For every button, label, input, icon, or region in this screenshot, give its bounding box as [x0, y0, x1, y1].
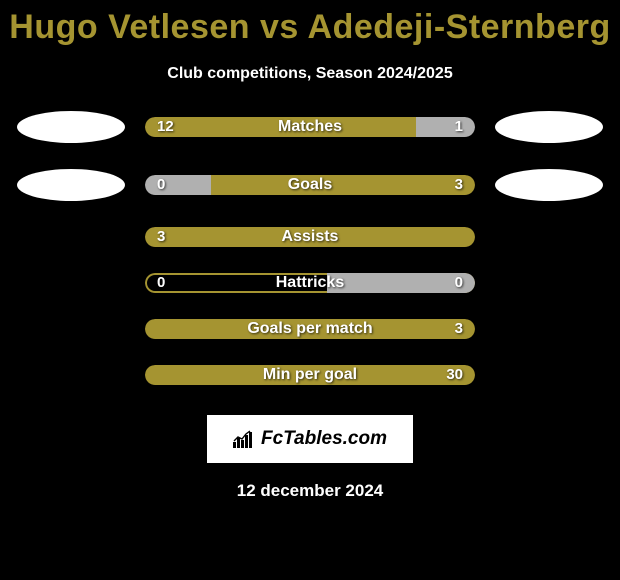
stat-value-right: 30: [446, 365, 463, 385]
stat-value-right: 0: [455, 273, 463, 293]
stat-bar: Matches121: [145, 117, 475, 137]
bar-grey-half: [327, 273, 476, 293]
player-left-name: Hugo Vetlesen: [9, 8, 250, 46]
stats-container: Matches121Goals03Assists3Hattricks00Goal…: [0, 111, 620, 385]
stat-value-left: 0: [157, 175, 165, 195]
stat-value-left: 12: [157, 117, 174, 137]
stat-row: Hattricks00: [0, 273, 620, 293]
watermark-text: FcTables.com: [261, 428, 387, 450]
stat-row: Goals03: [0, 169, 620, 201]
watermark-inner: FcTables.com: [233, 428, 387, 450]
bar-fill-full: [145, 365, 475, 385]
stat-bar: Goals per match3: [145, 319, 475, 339]
player-right-name: Adedeji-Sternberg: [308, 8, 611, 46]
stat-bar: Goals03: [145, 175, 475, 195]
stat-value-right: 3: [455, 175, 463, 195]
stat-row: Min per goal30: [0, 365, 620, 385]
page-title: Hugo Vetlesen vs Adedeji-Sternberg: [0, 0, 620, 47]
stat-value-right: 1: [455, 117, 463, 137]
stat-value-left: 3: [157, 227, 165, 247]
stat-bar: Hattricks00: [145, 273, 475, 293]
date: 12 december 2024: [0, 481, 620, 501]
player-right-ellipse: [495, 169, 603, 201]
stat-bar: Assists3: [145, 227, 475, 247]
vs-text: vs: [260, 8, 308, 46]
bar-fill-left: [145, 117, 416, 137]
chart-icon: [233, 430, 255, 448]
subtitle: Club competitions, Season 2024/2025: [0, 65, 620, 83]
bar-fill-full: [145, 319, 475, 339]
stat-value-right: 3: [455, 319, 463, 339]
bar-fill-right: [211, 175, 475, 195]
player-left-ellipse: [17, 111, 125, 143]
bar-fill-left: [145, 175, 211, 195]
player-right-ellipse: [495, 111, 603, 143]
player-left-ellipse: [17, 169, 125, 201]
stat-row: Assists3: [0, 227, 620, 247]
bar-fill-full: [145, 227, 475, 247]
stat-value-left: 0: [157, 273, 165, 293]
stat-row: Goals per match3: [0, 319, 620, 339]
stat-row: Matches121: [0, 111, 620, 143]
bar-fill-right: [416, 117, 475, 137]
stat-bar: Min per goal30: [145, 365, 475, 385]
watermark-badge: FcTables.com: [207, 415, 413, 463]
